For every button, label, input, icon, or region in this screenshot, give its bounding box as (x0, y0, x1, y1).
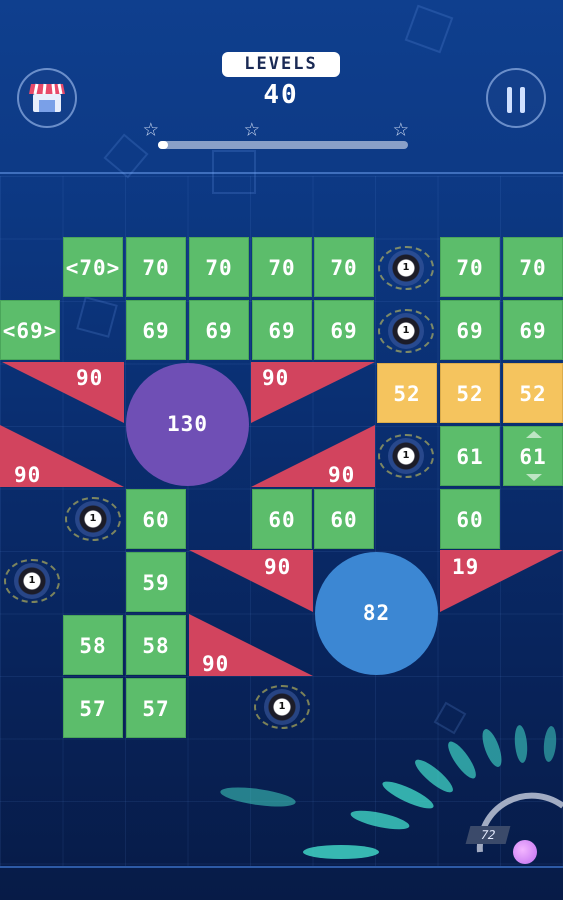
brick: 61 (440, 426, 500, 486)
brick-moving: 61 (503, 426, 563, 486)
brick: 60 (126, 489, 186, 549)
shooter-ball[interactable] (513, 840, 537, 864)
circle-brick: 82 (315, 552, 438, 675)
extra-ball-pickup: 1 (378, 246, 434, 290)
triangle-brick-label: 90 (328, 463, 356, 487)
extra-ball-pickup: 1 (378, 309, 434, 353)
shop-button[interactable] (17, 68, 77, 128)
level-label: LEVELS (222, 52, 340, 77)
star-icon: ☆ (393, 113, 409, 143)
triangle-brick (251, 362, 375, 423)
brick-label: 61 (519, 445, 547, 469)
triangle-brick (440, 550, 563, 612)
playfield-top-border (0, 172, 563, 174)
brick: 52 (440, 363, 500, 423)
triangle-brick (2, 362, 124, 423)
pause-button[interactable] (486, 68, 546, 128)
level-progress-bar (158, 141, 408, 149)
extra-ball-pickup: 1 (254, 685, 310, 729)
star-icon: ☆ (143, 113, 159, 143)
level-progress-fill (158, 141, 168, 149)
shop-stall-icon (29, 83, 65, 112)
triangle-brick-label: 90 (76, 366, 104, 390)
brick: 70 (314, 237, 374, 297)
triangle-brick (0, 425, 124, 487)
triangle-brick-label: 90 (264, 555, 292, 579)
brick: 69 (314, 300, 374, 360)
brick: 69 (126, 300, 186, 360)
brick: 60 (440, 489, 500, 549)
brick: <70> (63, 237, 123, 297)
brick: 60 (314, 489, 374, 549)
triangle-brick-label: 90 (14, 463, 42, 487)
triangle-brick (251, 425, 375, 487)
brick: 52 (503, 363, 563, 423)
extra-ball-pickup: 1 (378, 434, 434, 478)
brick: 70 (126, 237, 186, 297)
brick: 69 (189, 300, 249, 360)
brick: 57 (126, 678, 186, 738)
level-number: 40 (263, 80, 299, 110)
extra-ball-pickup: 1 (65, 497, 121, 541)
brick: 59 (126, 552, 186, 612)
triangle-brick (189, 550, 313, 612)
star-icon: ☆ (244, 113, 260, 143)
brick: 52 (377, 363, 437, 423)
brick: 58 (63, 615, 123, 675)
brick: <69> (0, 300, 60, 360)
ball-count-label: 72 (465, 826, 511, 844)
arrow-down-icon (526, 474, 542, 481)
arrow-up-icon (526, 431, 542, 438)
brick: 70 (189, 237, 249, 297)
brick: 58 (126, 615, 186, 675)
brick: 70 (252, 237, 312, 297)
brick: 69 (252, 300, 312, 360)
brick: 57 (63, 678, 123, 738)
triangle-brick-label: 90 (262, 366, 290, 390)
brick: 69 (440, 300, 500, 360)
brick: 60 (252, 489, 312, 549)
decor-square (212, 150, 256, 194)
circle-brick: 130 (126, 363, 249, 486)
brick: 70 (440, 237, 500, 297)
triangle-brick (189, 614, 313, 676)
playfield-bottom-border (0, 866, 563, 868)
triangle-brick-label: 19 (452, 555, 480, 579)
extra-ball-pickup: 1 (4, 559, 60, 603)
triangle-brick-label: 90 (202, 652, 230, 676)
